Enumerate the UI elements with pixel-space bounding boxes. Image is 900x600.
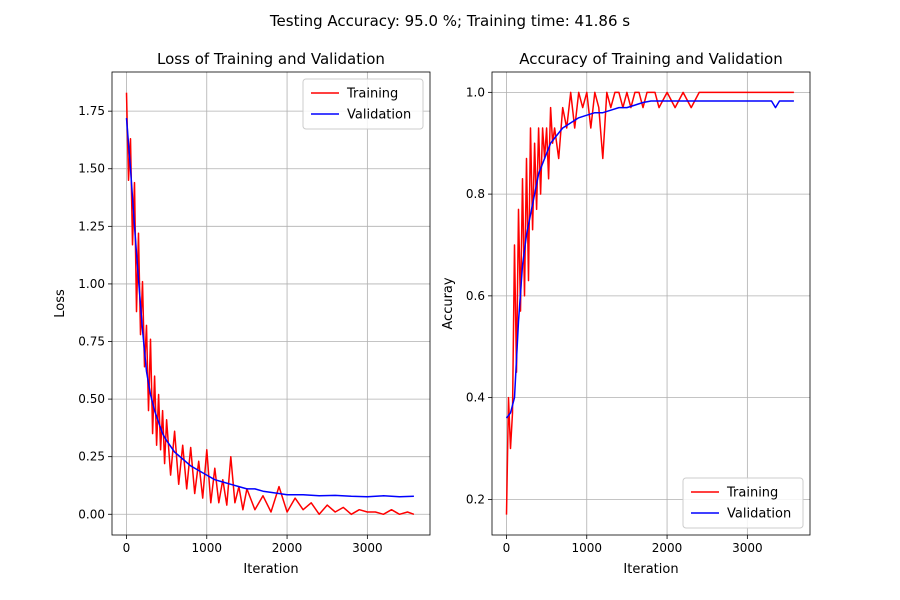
axes-frame (491, 71, 811, 536)
x-axis-label: Iteration (623, 562, 678, 577)
x-tick-label: 3000 (352, 541, 383, 555)
legend-label-training: Training (726, 486, 778, 501)
y-tick-label: 1.00 (78, 277, 105, 291)
y-tick-label: 0.75 (78, 335, 105, 349)
y-axis-label: Loss (53, 289, 68, 318)
figure-suptitle: Testing Accuracy: 95.0 %; Training time:… (269, 12, 630, 30)
x-tick-label: 0 (123, 541, 131, 555)
chart-title: Loss of Training and Validation (157, 50, 385, 68)
y-tick-label: 0.2 (466, 492, 485, 506)
y-tick-label: 0.50 (78, 392, 105, 406)
x-tick-label: 0 (503, 541, 511, 555)
plot-area (112, 72, 430, 535)
legend: Training Validation (302, 78, 424, 130)
y-tick-label: 1.0 (466, 85, 485, 99)
axes-frame (111, 71, 431, 536)
y-tick-label: 0.6 (466, 289, 485, 303)
y-axis-label: Accuray (441, 277, 456, 330)
y-tick-label: 0.4 (466, 391, 485, 405)
y-tick-label: 1.75 (78, 104, 105, 118)
loss-chart-panel: 0 1000 2000 3000 0.00 0.25 0.50 0.75 1.00 1.25 1.5… (53, 50, 431, 577)
x-tick-label: 2000 (272, 541, 303, 555)
y-tick-label: 0.00 (78, 507, 105, 521)
series-line-training (505, 91, 794, 515)
y-tick-label: 0.8 (466, 187, 485, 201)
legend-label-validation: Validation (727, 507, 791, 522)
chart-title: Accuracy of Training and Validation (519, 50, 783, 68)
series-line-validation (505, 100, 794, 419)
legend-label-validation: Validation (347, 108, 411, 123)
y-tick-label: 1.25 (78, 219, 105, 233)
legend-box (302, 78, 424, 130)
y-tick-label: 0.25 (78, 450, 105, 464)
x-tick-label: 3000 (732, 541, 763, 555)
x-axis-label: Iteration (243, 562, 298, 577)
x-tick-label: 1000 (571, 541, 602, 555)
y-tick-label: 1.50 (78, 162, 105, 176)
legend-label-training: Training (346, 87, 398, 102)
legend: Training Validation (682, 477, 804, 529)
x-tick-label: 1000 (191, 541, 222, 555)
series-line-validation (125, 118, 414, 498)
x-tick-label: 2000 (652, 541, 683, 555)
legend-box (682, 477, 804, 529)
accuracy-chart-panel: 0 1000 2000 3000 0.2 0.4 0.6 0.8 1.0 Accuracy of … (441, 50, 811, 577)
